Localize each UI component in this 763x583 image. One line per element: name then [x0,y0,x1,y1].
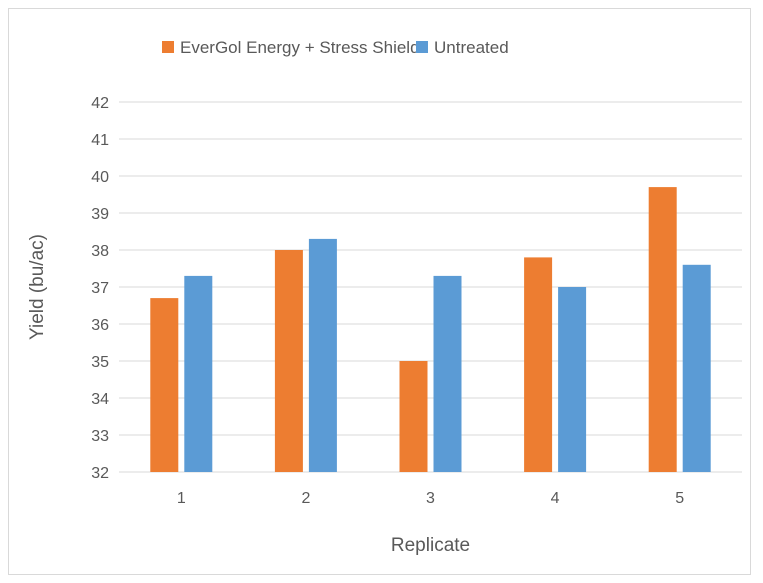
x-tick-label: 1 [177,490,186,507]
y-tick-label: 33 [91,428,109,445]
bar-evergol-replicate-3 [399,361,428,472]
x-tick-label: 2 [301,490,310,507]
y-tick-label: 35 [91,354,109,371]
x-axis-ticks: 1 2 3 4 5 [177,490,684,507]
bar-untreated-replicate-4 [558,287,587,472]
x-tick-label: 5 [675,490,684,507]
y-axis-ticks: 32 33 34 35 36 37 38 39 40 41 42 [91,95,109,482]
y-tick-label: 37 [91,280,109,297]
y-tick-label: 36 [91,317,109,334]
y-tick-label: 42 [91,95,109,112]
x-axis-title: Replicate [391,535,470,556]
bars [150,187,711,472]
gridlines [119,101,742,473]
y-tick-label: 34 [91,391,109,408]
y-tick-label: 40 [91,169,109,186]
bar-untreated-replicate-3 [433,275,462,472]
bar-untreated-replicate-2 [308,238,337,472]
y-tick-label: 38 [91,243,109,260]
y-axis-title: Yield (bu/ac) [27,234,48,340]
bar-untreated-replicate-5 [682,264,711,472]
legend-swatch-evergol [162,41,174,53]
legend-label-evergol: EverGol Energy + Stress Shield [180,38,420,57]
y-tick-label: 39 [91,206,109,223]
x-tick-label: 4 [551,490,560,507]
bar-untreated-replicate-1 [184,275,213,472]
legend: EverGol Energy + Stress Shield Untreated [162,38,509,57]
bar-evergol-replicate-2 [274,250,303,472]
bar-evergol-replicate-5 [648,187,677,472]
y-tick-label: 32 [91,465,109,482]
legend-label-untreated: Untreated [434,38,509,57]
y-tick-label: 41 [91,132,109,149]
x-tick-label: 3 [426,490,435,507]
legend-swatch-untreated [416,41,428,53]
bar-evergol-replicate-4 [524,257,553,472]
bar-evergol-replicate-1 [150,298,179,472]
